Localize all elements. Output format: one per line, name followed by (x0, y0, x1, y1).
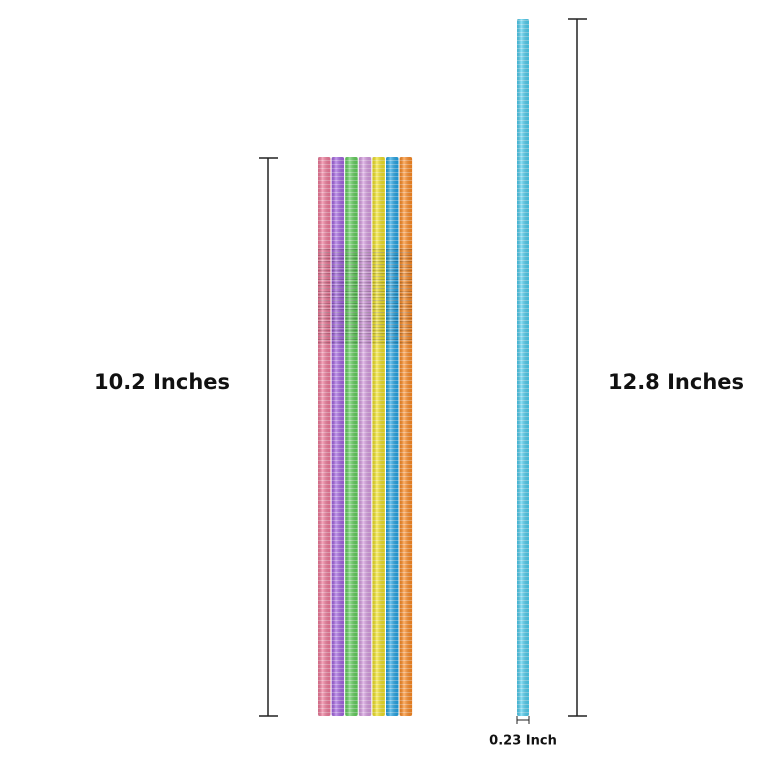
diameter-dimension (516, 716, 530, 724)
straw-shine (331, 157, 345, 716)
straw-shine (386, 157, 399, 716)
straw-shine (372, 157, 385, 716)
straw-shine (345, 157, 358, 716)
bundle-length-label: 10.2 Inches (94, 370, 230, 394)
straw-shine (358, 157, 372, 716)
straw-shine (318, 157, 331, 716)
bundle-dimension (259, 157, 278, 717)
diameter-label: 0.23 Inch (489, 734, 557, 749)
straw-bundle (318, 157, 413, 716)
single-length-label: 12.8 Inches (608, 370, 744, 394)
single-dimension (568, 18, 587, 717)
straw-shine (399, 157, 413, 716)
straw-shine (517, 19, 529, 716)
single-straw (517, 19, 529, 716)
